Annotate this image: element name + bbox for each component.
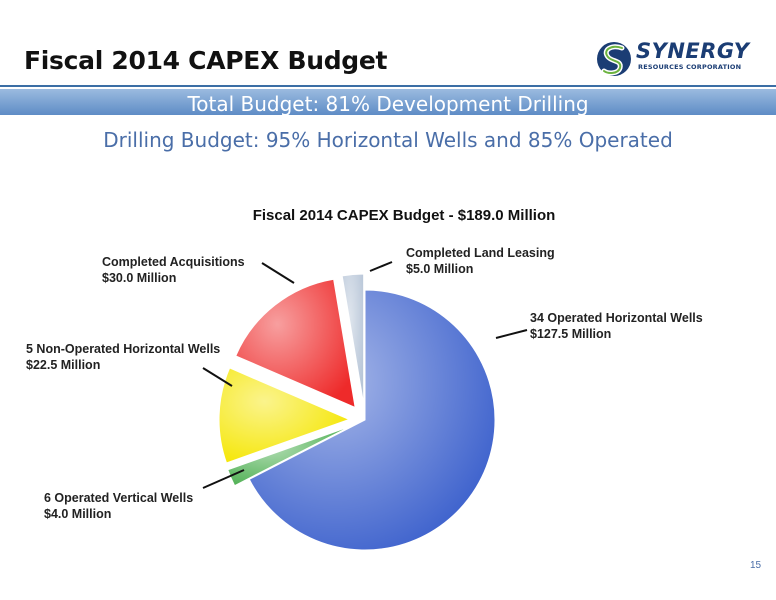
pie-slice-highlight [219,367,350,463]
slice-label: Completed Land Leasing [406,246,555,260]
slice-value-label: $30.0 Million [102,271,176,285]
chart-title: Fiscal 2014 CAPEX Budget - $189.0 Millio… [253,207,556,224]
slice-label: 6 Operated Vertical Wells [44,491,193,505]
slice-label: Completed Acquisitions [102,255,245,269]
pie-slice-highlight [342,274,364,405]
banner-bar [0,89,776,115]
leader-line [261,262,295,284]
leader-line [369,261,393,272]
company-logo: SYNERGY RESOURCES CORPORATION [594,36,764,82]
slice-value-label: $127.5 Million [530,327,611,341]
logo-tagline: RESOURCES CORPORATION [638,63,742,71]
slice-value-label: $4.0 Million [44,507,111,521]
pie-slice-highlight [235,279,356,408]
leader-line [202,469,245,489]
slice-value-label: $22.5 Million [26,358,100,372]
header-divider [0,85,776,87]
slice-label: 5 Non-Operated Horizontal Wells [26,342,220,356]
slice-value-label: $5.0 Million [406,262,473,276]
pie-slice-highlight [249,290,495,550]
pie-slice-highlight [227,426,351,486]
slice-label: 34 Operated Horizontal Wells [530,311,703,325]
leader-line [495,329,528,339]
banner-text: Total Budget: 81% Development Drilling [187,92,589,116]
slide-subtitle: Drilling Budget: 95% Horizontal Wells an… [103,128,673,152]
leader-line [202,367,233,387]
page-number: 15 [750,560,762,571]
logo-mark-icon [597,42,631,76]
slide-title: Fiscal 2014 CAPEX Budget [24,46,388,75]
logo-wordmark: SYNERGY [636,39,750,63]
